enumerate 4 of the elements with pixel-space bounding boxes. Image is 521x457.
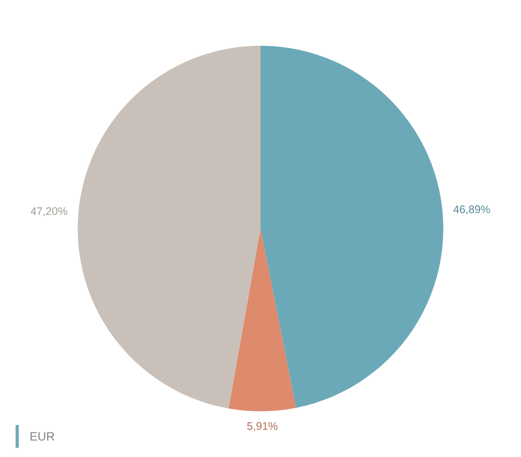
data-label: 5,91% [247,422,278,432]
data-label: 46,89% [453,205,490,214]
legend-label: EUR [30,432,54,441]
data-label: 47,20% [30,207,68,216]
